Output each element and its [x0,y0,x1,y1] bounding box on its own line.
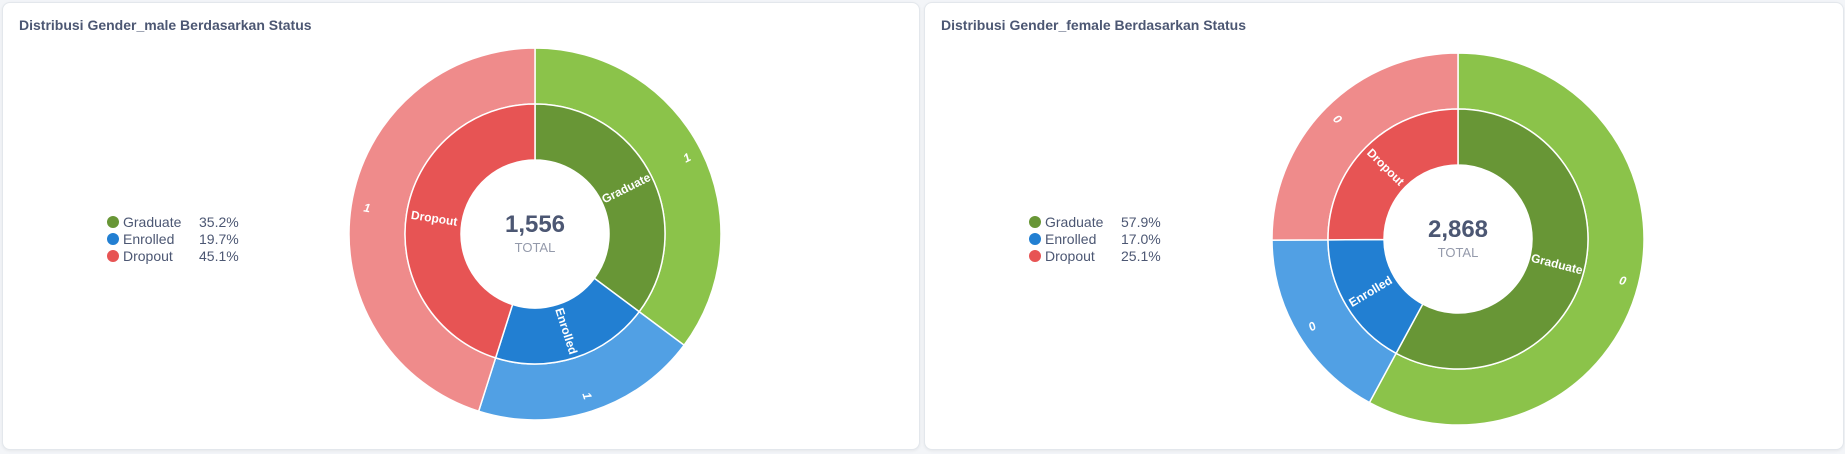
legend-dot-icon [107,216,119,228]
chart-title[interactable]: Distribusi Gender_female Berdasarkan Sta… [941,17,1247,33]
legend-dot-icon [1029,233,1041,245]
legend-label: Graduate [1045,214,1104,230]
legend-item-dropout[interactable]: Dropout 45.1% [107,248,239,265]
inner-ring-slice-graduate[interactable] [534,103,666,313]
legend-percentage: 19.7% [199,231,239,247]
inner-ring-slice-dropout[interactable] [1327,108,1459,241]
total-value: 1,556 [505,211,565,238]
chart-title[interactable]: Distribusi Gender_male Berdasarkan Statu… [19,17,312,33]
outer-ring-label-graduate: 0 [1618,273,1628,288]
legend-label: Graduate [123,214,182,230]
legend-dot-icon [1029,216,1041,228]
legend-percentage: 17.0% [1121,231,1161,247]
legend-item-enrolled[interactable]: Enrolled 17.0% [1029,231,1161,248]
legend-dot-icon [1029,250,1041,262]
legend-item-enrolled[interactable]: Enrolled 19.7% [107,231,239,248]
legend-item-graduate[interactable]: Graduate 35.2% [107,214,239,231]
legend-percentage: 45.1% [199,248,239,264]
chart-card-female: Distribusi Gender_female Berdasarkan Sta… [924,2,1844,450]
legend-item-graduate[interactable]: Graduate 57.9% [1029,214,1161,231]
legend-label: Enrolled [123,231,175,247]
total-label: TOTAL [1438,245,1479,260]
legend-percentage: 25.1% [1121,248,1161,264]
outer-ring-label-dropout: 1 [363,201,372,216]
chart-card-male: Distribusi Gender_male Berdasarkan Statu… [2,2,920,450]
chart-legend: Graduate 57.9% Enrolled 17.0% Dropout 25.1% [1029,214,1161,265]
legend-label: Enrolled [1045,231,1097,247]
total-value: 2,868 [1428,216,1488,243]
legend-item-dropout[interactable]: Dropout 25.1% [1029,248,1161,265]
chart-legend: Graduate 35.2% Enrolled 19.7% Dropout 45.1% [107,214,239,265]
legend-label: Dropout [1045,248,1095,264]
inner-ring-slice-dropout[interactable] [404,103,536,359]
legend-dot-icon [107,250,119,262]
total-label: TOTAL [515,240,556,255]
inner-ring-slice-graduate[interactable] [1395,108,1589,370]
outer-ring-label-enrolled: 1 [579,391,594,402]
legend-percentage: 35.2% [199,214,239,230]
legend-dot-icon [107,233,119,245]
legend-percentage: 57.9% [1121,214,1161,230]
legend-label: Dropout [123,248,173,264]
